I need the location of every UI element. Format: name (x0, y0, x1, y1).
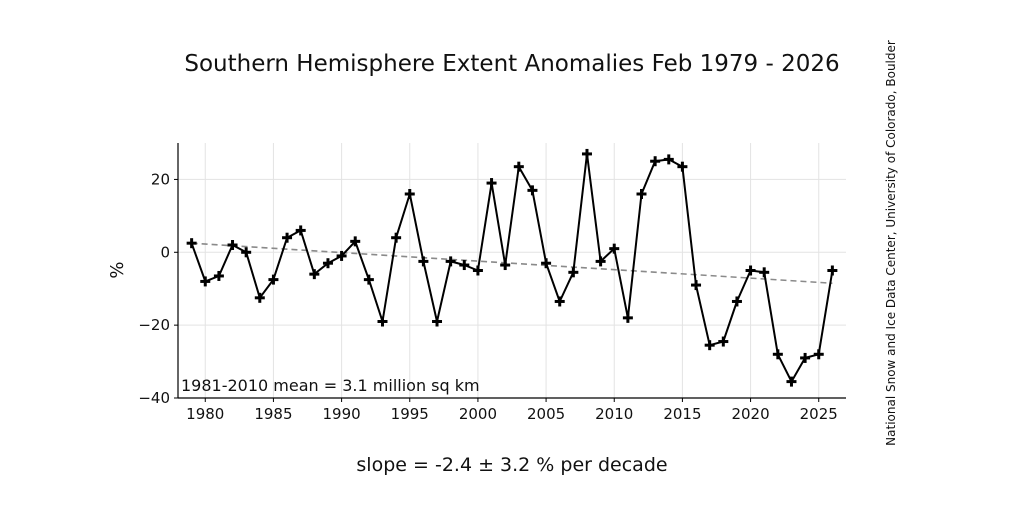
data-point (786, 376, 797, 387)
data-point (663, 154, 674, 165)
x-tick-label: 1980 (186, 405, 224, 423)
data-point (295, 225, 306, 236)
data-point (772, 349, 783, 360)
data-point (581, 148, 592, 159)
chart-title: Southern Hemisphere Extent Anomalies Feb… (184, 51, 839, 77)
x-tick-label: 2020 (731, 405, 769, 423)
data-point (513, 161, 524, 172)
data-point (268, 274, 279, 285)
data-point (527, 185, 538, 196)
data-point (800, 352, 811, 363)
data-point (200, 276, 211, 287)
series-line (190, 152, 834, 383)
credit-text: National Snow and Ice Data Center, Unive… (884, 40, 898, 446)
data-point (241, 247, 252, 258)
data-point (609, 243, 620, 254)
y-tick-label: 20 (151, 170, 170, 188)
data-point (254, 292, 265, 303)
x-tick-label: 2005 (527, 405, 565, 423)
data-point (691, 280, 702, 291)
tick-labels: 1980 1985 1990 1995 2000 2005 2010 2015 2020 2025… (138, 170, 837, 423)
data-point (650, 156, 661, 167)
data-point (813, 349, 824, 360)
trend-line-group (191, 242, 833, 285)
data-point (377, 316, 388, 327)
axes (177, 143, 846, 399)
data-point (718, 336, 729, 347)
x-tick-label: 1985 (254, 405, 292, 423)
data-point (309, 269, 320, 280)
data-point (677, 161, 688, 172)
data-point (432, 316, 443, 327)
data-point (595, 256, 606, 267)
data-point (336, 250, 347, 261)
y-tick-label: 0 (160, 243, 170, 261)
data-point (745, 265, 756, 276)
x-tick-label: 2015 (663, 405, 701, 423)
data-point (391, 232, 402, 243)
x-tick-label: 1995 (391, 405, 429, 423)
data-point (186, 238, 197, 249)
y-tick-label: −40 (138, 389, 170, 407)
data-point (213, 270, 224, 281)
data-point (322, 258, 333, 269)
data-point (282, 232, 293, 243)
x-tick-label: 2010 (595, 405, 633, 423)
data-point (622, 312, 633, 323)
data-point (363, 274, 374, 285)
data-series (186, 148, 838, 387)
mean-annotation: 1981-2010 mean = 3.1 million sq km (181, 376, 480, 395)
data-point (731, 296, 742, 307)
y-tick-label: −20 (138, 316, 170, 334)
x-tick-label: 2000 (459, 405, 497, 423)
data-point (350, 236, 361, 247)
data-point (759, 267, 770, 278)
data-point (541, 258, 552, 269)
data-point (445, 256, 456, 267)
data-point (704, 340, 715, 351)
data-point (568, 267, 579, 278)
data-point (486, 178, 497, 189)
data-point (404, 189, 415, 199)
data-point (472, 265, 483, 276)
x-tick-label: 2025 (800, 405, 838, 423)
data-point (459, 260, 470, 271)
data-point (827, 265, 838, 276)
data-point (636, 189, 647, 199)
y-axis-label: % (107, 261, 128, 278)
slope-text: slope = -2.4 ± 3.2 % per decade (356, 454, 667, 476)
x-tick-label: 1990 (322, 405, 360, 423)
data-point (554, 296, 565, 307)
data-point (500, 260, 511, 271)
trend-line (191, 242, 833, 285)
data-point (227, 240, 238, 250)
data-point (418, 256, 429, 267)
